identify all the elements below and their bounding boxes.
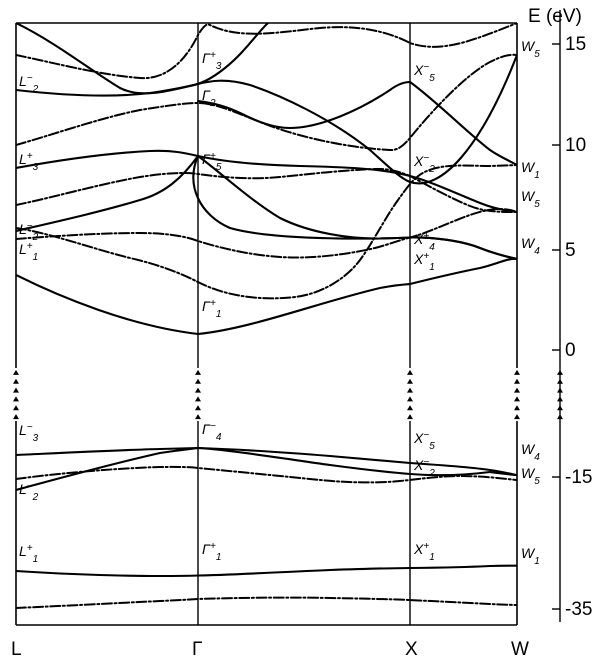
svg-text:E (eV): E (eV) bbox=[528, 6, 582, 27]
svg-text:W: W bbox=[511, 639, 529, 660]
svg-text:-35: -35 bbox=[565, 599, 592, 620]
svg-text:L: L bbox=[11, 639, 22, 660]
svg-text:-15: -15 bbox=[565, 467, 592, 488]
svg-text:0: 0 bbox=[565, 340, 576, 361]
svg-text:X: X bbox=[405, 639, 418, 660]
svg-text:15: 15 bbox=[565, 34, 586, 55]
svg-text:5: 5 bbox=[565, 240, 576, 261]
svg-text:Γ: Γ bbox=[192, 639, 202, 660]
svg-text:10: 10 bbox=[565, 135, 586, 156]
